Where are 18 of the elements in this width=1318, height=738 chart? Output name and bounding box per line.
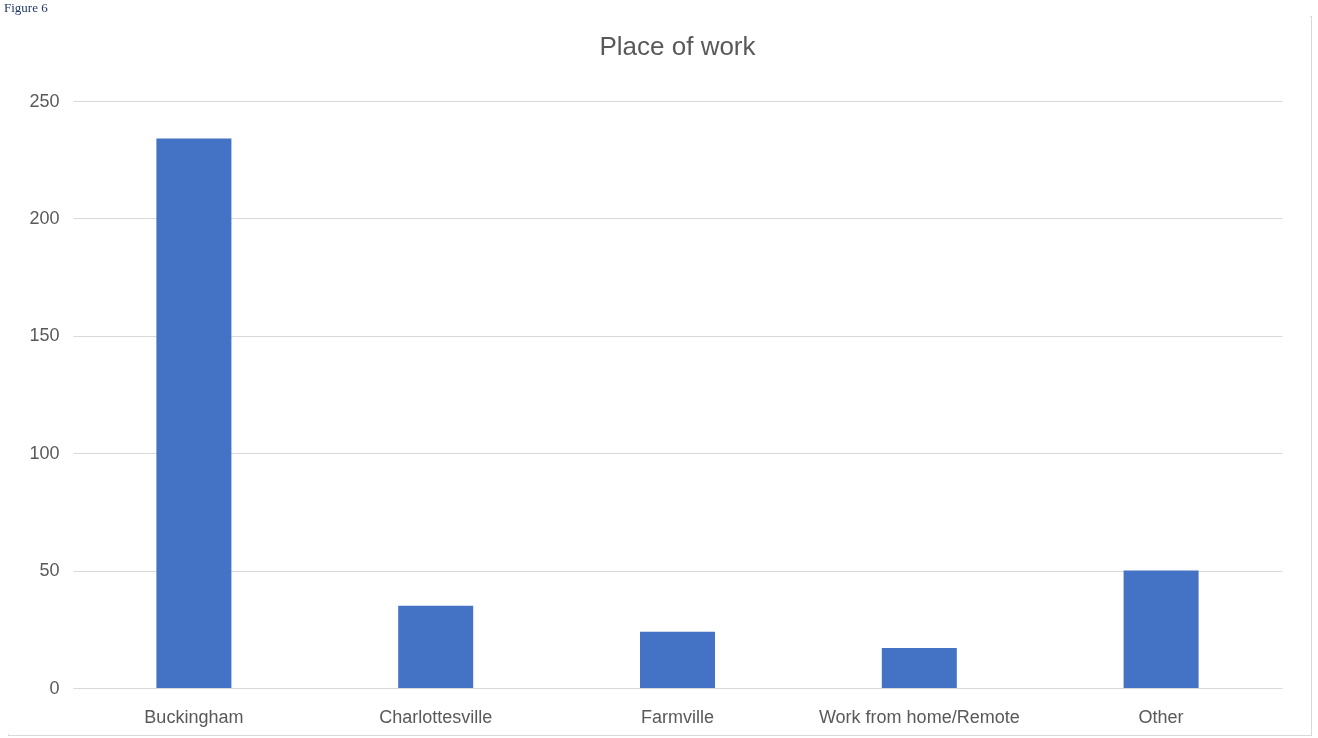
x-tick-label: Work from home/Remote: [818, 706, 1020, 727]
y-tick-label: 250: [29, 90, 60, 111]
chart-title: Place of work: [599, 31, 757, 61]
bar: [1123, 570, 1199, 688]
y-tick-label: 200: [29, 207, 60, 228]
x-tick-label: Other: [1138, 706, 1184, 727]
x-tick-label: Buckingham: [144, 706, 244, 727]
bar: [881, 648, 957, 688]
bar: [156, 138, 232, 688]
y-tick-label: 150: [29, 325, 60, 346]
x-tick-label: Charlottesville: [379, 706, 493, 727]
y-tick-label: 100: [29, 442, 60, 463]
bar: [640, 631, 715, 688]
y-tick-label: 0: [49, 677, 60, 698]
caption: Figure 6: [4, 0, 48, 16]
x-tick-label: Farmville: [640, 706, 715, 727]
y-tick-label: 50: [39, 560, 60, 581]
bar: [398, 605, 474, 688]
